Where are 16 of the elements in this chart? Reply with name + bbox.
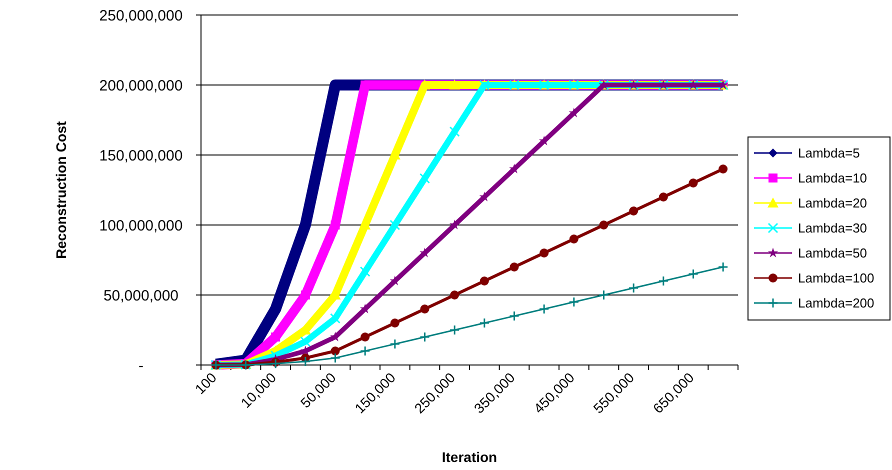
legend-label: Lambda=100 xyxy=(798,270,874,286)
legend-label: Lambda=5 xyxy=(798,146,860,161)
y-tick-label: - xyxy=(138,357,144,374)
y-tick-label: 50,000,000 xyxy=(103,287,179,304)
legend-label: Lambda=50 xyxy=(798,246,868,261)
y-tick-label: 200,000,000 xyxy=(99,77,183,94)
legend-label: Lambda=10 xyxy=(798,170,868,186)
legend-label: Lambda=200 xyxy=(798,296,874,311)
y-tick-label: 250,000,000 xyxy=(99,7,183,24)
y-tick-label: 100,000,000 xyxy=(99,217,183,234)
y-tick-label: 150,000,000 xyxy=(99,147,183,164)
y-axis-title: Reconstruction Cost xyxy=(53,120,69,259)
legend-label: Lambda=30 xyxy=(798,220,868,236)
legend-label: Lambda=20 xyxy=(798,196,868,211)
x-axis-title: Iteration xyxy=(442,449,498,465)
x-tick-label: 100 xyxy=(192,369,220,398)
